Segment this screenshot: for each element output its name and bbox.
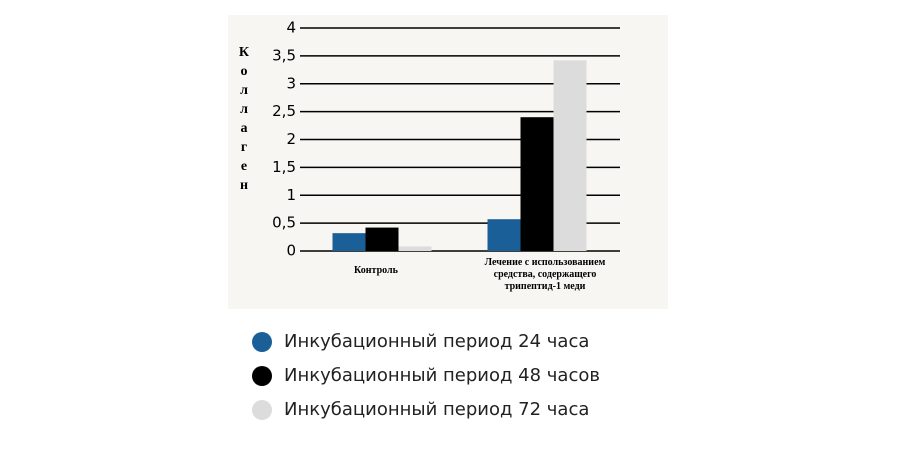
bar (398, 246, 432, 251)
legend-marker (252, 366, 272, 386)
y-tick-label: 4 (286, 19, 296, 37)
x-tick-label: Лечение с использованием средства, содерж… (485, 257, 606, 292)
bar (520, 117, 554, 251)
bar (487, 219, 521, 251)
legend-marker (252, 400, 272, 420)
x-tick-label: Контроль (354, 265, 399, 276)
bar (553, 60, 587, 252)
y-tick-label: 0,5 (272, 214, 296, 232)
legend-label: Инкубационный период 24 часа (284, 331, 589, 352)
y-tick-label: 3,5 (272, 46, 296, 64)
plot-background (228, 15, 668, 309)
y-tick-label: 0 (286, 242, 296, 260)
legend-label: Инкубационный период 48 часов (284, 365, 600, 386)
y-tick-label: 2 (286, 130, 296, 148)
bar (332, 233, 366, 251)
legend-marker (252, 332, 272, 352)
bar (365, 227, 399, 251)
y-tick-label: 1 (286, 186, 296, 204)
legend-label: Инкубационный период 72 часа (284, 399, 589, 420)
y-tick-label: 1,5 (272, 158, 296, 176)
y-tick-label: 3 (286, 74, 296, 92)
y-tick-label: 2,5 (272, 102, 296, 120)
